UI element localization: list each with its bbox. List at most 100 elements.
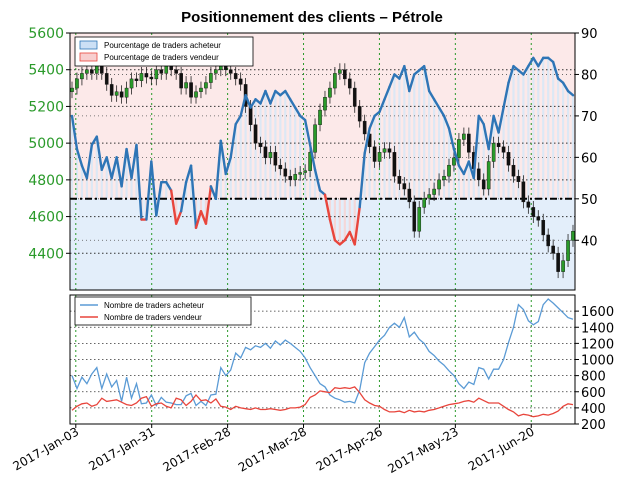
buyer-pct-segment [95,135,103,171]
right-tick-label: 1200 [581,337,614,352]
candle-body [268,152,273,159]
candle-body [164,65,169,74]
x-tick-label: 2017-Mar-28 [236,424,309,474]
x-tick-label: 2017-Apr-26 [314,424,385,473]
candle-body [571,231,575,241]
buyer-pct-segment [323,193,332,221]
buyer-pct-segment [378,98,386,113]
candle-body [412,201,417,232]
buyer-pct-segment [561,81,570,93]
buyer-pct-segment [179,181,188,213]
buyer-pct-segment [551,60,560,80]
candle-body [119,91,124,98]
buyer-pct-segment [120,147,128,188]
chart-title: Positionnement des clients – Pétrole [181,9,443,26]
buyer-pct-segment [100,156,108,171]
candle-body [427,194,431,199]
legend-swatch [79,52,98,62]
candle-body [124,87,129,98]
legend-box [74,296,252,326]
x-tick-label: 2017-Jan-31 [86,424,157,473]
candle-body [209,73,213,83]
candle-body [357,106,362,122]
buyer-pct-segment [125,147,133,180]
buyer-pct-segment [492,114,500,134]
candle-body [432,188,436,195]
candle-body [129,78,134,89]
candle-body [343,69,347,80]
buyer-pct-segment [388,73,396,89]
right-tick-label: 70 [581,110,598,125]
candle-body [491,142,496,162]
candle-body [219,65,223,70]
right-tick-label: 90 [581,27,598,42]
candle-body [228,69,233,74]
right-tick-label: 200 [581,418,606,433]
buyer-pct-segment [566,89,575,97]
candle-body [278,164,283,170]
buyer-pct-segment [472,114,480,180]
right-tick-label: 600 [581,386,606,401]
candle-body [109,84,114,96]
buyer-pct-segment [294,106,302,118]
candle-body [333,73,337,89]
buyer-pct-segment [537,56,545,68]
buyer-pct-segment [403,64,411,93]
candle-body [90,69,94,74]
buyer-pct-segment [219,139,227,176]
candle-body [531,207,536,217]
right-tick-label: 80 [581,68,598,83]
candle-body [199,87,203,92]
candle-body [338,69,342,74]
buyer-pct-segment [408,73,416,93]
right-tick-label: 40 [581,234,598,249]
candle-body [546,234,550,247]
buyer-pct-segment [239,93,247,118]
buyer-pct-segment [150,160,158,217]
legend-label: Nombre de traders vendeur [104,313,202,322]
candle-body [99,65,104,74]
candle-body [501,146,506,153]
buyer-pct-segment [532,56,540,68]
buyer-pct-segment [437,106,446,118]
buyer-pct-segment [229,122,237,159]
candle-body [402,183,407,190]
buyer-pct-segment [487,114,495,151]
buyer-pct-segment [269,89,277,105]
candle-body [556,253,560,272]
buyer-pct-segment [194,210,203,230]
buyer-pct-segment [70,114,79,151]
candle-body [154,69,159,80]
candle-body [372,146,377,162]
candle-body [486,161,491,190]
right-tick-label: 800 [581,370,606,385]
legend-box [74,36,254,67]
buyer-pct-segment [442,114,451,130]
buyer-pct-segment [165,181,173,192]
candle-body [184,82,188,89]
candle-body [144,73,149,78]
buyer-pct-segment [383,85,391,101]
candle-body [506,152,511,166]
candle-body [347,78,352,89]
candle-body [496,142,501,148]
buyer-pct-segment [145,160,153,221]
candle-body [179,73,183,89]
candle-body [85,69,89,74]
candle-body [397,175,402,184]
x-tick-label: 2017-May-23 [385,424,460,476]
buyer-pct-segment [353,205,361,246]
buyer-pct-segment [432,98,441,109]
candle-body [437,179,441,190]
buyer-pct-segment [313,168,322,192]
bottom-legend: Nombre de traders acheteur Nombre de trad… [74,296,252,326]
candle-body [258,142,263,148]
legend-label: Nombre de traders acheteur [104,301,204,310]
right-tick-label: 400 [581,402,606,417]
buyer-pct-segment [308,143,317,171]
buyer-pct-segment [170,189,178,225]
buyer-pct-segment [75,147,84,167]
candle-body [566,240,570,261]
candle-body [323,97,327,111]
buyer-pct-segment [527,56,535,68]
